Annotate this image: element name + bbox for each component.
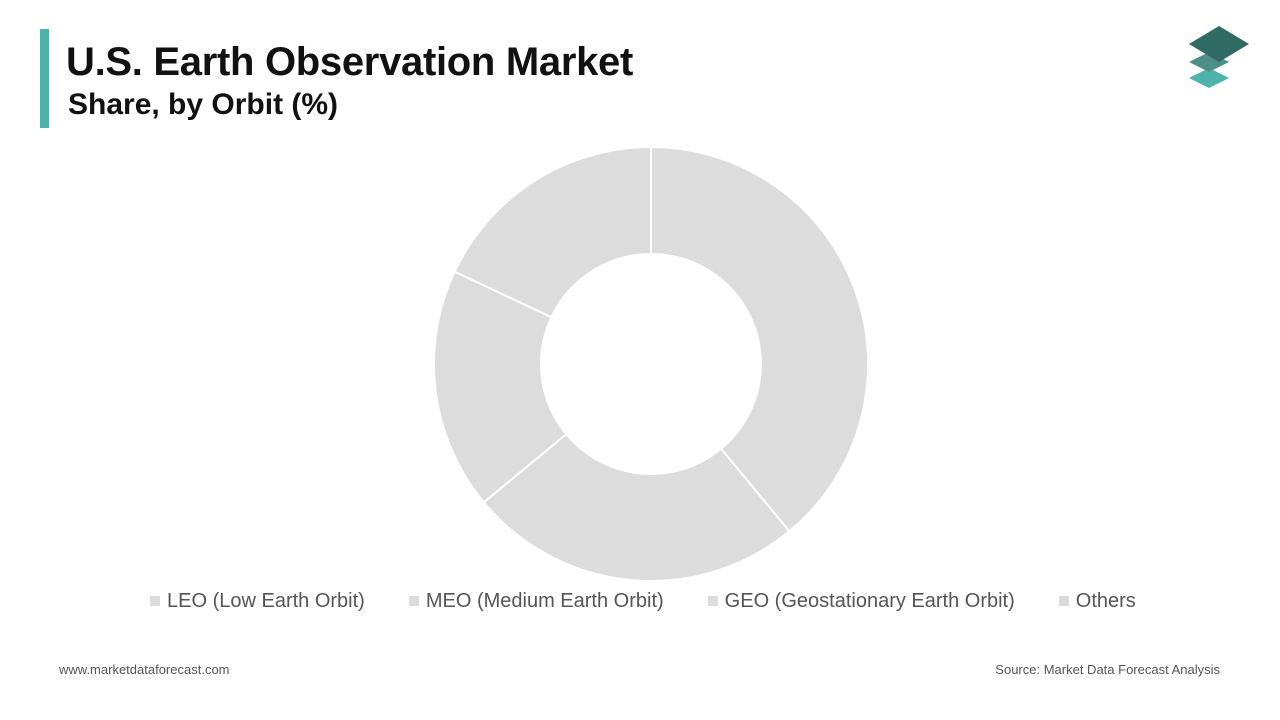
donut-slice-2	[482, 432, 791, 582]
chart-title: U.S. Earth Observation Market	[66, 40, 634, 84]
chart-subtitle: Share, by Orbit (%)	[68, 88, 339, 121]
legend-label: GEO (Geostationary Earth Orbit)	[724, 589, 1015, 612]
website-url: www.marketdataforecast.com	[59, 662, 230, 677]
legend-swatch-icon	[1058, 596, 1069, 606]
legend-label: Others	[1075, 589, 1136, 612]
source-note: Source: Market Data Forecast Analysis	[995, 662, 1220, 677]
donut-slice-1	[650, 145, 869, 533]
donut-slice-4	[453, 145, 652, 319]
legend-item-2: MEO (Medium Earth Orbit)	[408, 589, 664, 613]
legend-label: LEO (Low Earth Orbit)	[167, 589, 365, 612]
legend-swatch-icon	[150, 596, 160, 606]
title-accent-bar	[40, 29, 49, 128]
legend-item-4: Others	[1058, 589, 1136, 613]
legend-item-1: LEO (Low Earth Orbit)	[150, 590, 365, 613]
company-logo-icon	[1189, 26, 1249, 88]
donut-slice-3	[433, 270, 568, 504]
legend-item-3: GEO (Geostationary Earth Orbit)	[707, 589, 1015, 613]
legend-label: MEO (Medium Earth Orbit)	[425, 589, 664, 612]
legend-swatch-icon	[707, 596, 718, 606]
legend-swatch-icon	[408, 596, 419, 606]
chart-legend: LEO (Low Earth Orbit) MEO (Medium Earth O…	[150, 586, 1180, 616]
